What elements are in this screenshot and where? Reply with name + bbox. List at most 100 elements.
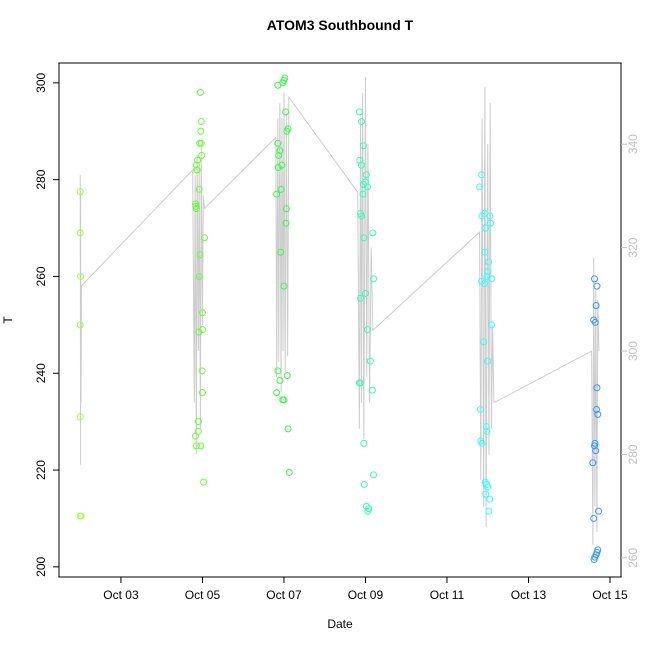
point bbox=[484, 357, 492, 365]
point bbox=[274, 81, 282, 89]
point bbox=[357, 294, 365, 302]
point bbox=[196, 251, 204, 259]
point bbox=[360, 234, 368, 242]
point bbox=[76, 413, 84, 421]
point bbox=[478, 212, 486, 220]
y-tick-label: 280 bbox=[34, 169, 48, 189]
point bbox=[200, 234, 208, 242]
point bbox=[284, 425, 292, 433]
point bbox=[282, 205, 290, 213]
x-tick-label: Oct 15 bbox=[592, 588, 628, 602]
point bbox=[362, 502, 370, 510]
point bbox=[591, 275, 599, 283]
point bbox=[282, 108, 290, 116]
point bbox=[356, 156, 364, 164]
point bbox=[485, 258, 493, 266]
point bbox=[359, 142, 367, 150]
point bbox=[362, 171, 370, 179]
point bbox=[76, 188, 84, 196]
point bbox=[370, 471, 378, 479]
point bbox=[487, 219, 495, 227]
point bbox=[486, 495, 494, 503]
point bbox=[484, 483, 492, 491]
point bbox=[478, 439, 486, 447]
y-axis-label: T bbox=[1, 316, 15, 324]
y2-tick-label: 320 bbox=[626, 237, 640, 257]
point bbox=[487, 321, 495, 329]
plot-frame bbox=[58, 62, 622, 578]
point bbox=[590, 514, 598, 522]
point bbox=[481, 248, 489, 256]
point bbox=[200, 478, 208, 486]
point bbox=[592, 301, 600, 309]
point bbox=[360, 439, 368, 447]
point bbox=[197, 118, 205, 126]
point bbox=[593, 406, 601, 414]
y2-tick-label: 300 bbox=[626, 341, 640, 361]
y-tick-label: 260 bbox=[34, 266, 48, 286]
point bbox=[198, 326, 206, 334]
point bbox=[590, 556, 598, 564]
point bbox=[369, 229, 377, 237]
point bbox=[485, 507, 493, 515]
point bbox=[192, 200, 200, 208]
point bbox=[76, 321, 84, 329]
point bbox=[592, 447, 600, 455]
point bbox=[198, 309, 206, 317]
point bbox=[366, 357, 374, 365]
point bbox=[283, 127, 291, 135]
x-tick-label: Oct 09 bbox=[348, 588, 384, 602]
point bbox=[193, 166, 201, 174]
point bbox=[76, 229, 84, 237]
point bbox=[355, 108, 363, 116]
y-tick-label: 240 bbox=[34, 363, 48, 383]
point bbox=[194, 156, 202, 164]
point bbox=[589, 459, 597, 467]
point bbox=[357, 161, 365, 169]
point bbox=[591, 442, 599, 450]
point bbox=[591, 318, 599, 326]
point bbox=[274, 139, 282, 147]
point bbox=[595, 507, 603, 515]
point bbox=[273, 389, 281, 397]
y-tick-label: 220 bbox=[34, 460, 48, 480]
point bbox=[476, 406, 484, 414]
y2-tick-label: 280 bbox=[626, 444, 640, 464]
point bbox=[282, 219, 290, 227]
point bbox=[359, 190, 367, 198]
point bbox=[198, 151, 206, 159]
point bbox=[276, 376, 284, 384]
point bbox=[364, 326, 372, 334]
point bbox=[277, 185, 285, 193]
point bbox=[195, 272, 203, 280]
point bbox=[364, 183, 372, 191]
y2-tick-label: 340 bbox=[626, 134, 640, 154]
point bbox=[197, 139, 205, 147]
point bbox=[195, 328, 203, 336]
point bbox=[278, 161, 286, 169]
point bbox=[274, 367, 282, 375]
point bbox=[198, 389, 206, 397]
point bbox=[482, 224, 490, 232]
y-tick-label: 200 bbox=[34, 557, 48, 577]
point bbox=[478, 171, 486, 179]
point bbox=[273, 190, 281, 198]
point bbox=[361, 289, 369, 297]
point bbox=[196, 89, 204, 97]
x-tick-label: Oct 03 bbox=[103, 588, 139, 602]
point bbox=[198, 367, 206, 375]
point bbox=[594, 410, 602, 418]
point bbox=[195, 185, 203, 193]
point bbox=[192, 202, 200, 210]
point bbox=[480, 280, 488, 288]
point bbox=[483, 422, 491, 430]
point bbox=[357, 379, 365, 387]
point bbox=[488, 275, 496, 283]
point bbox=[192, 442, 200, 450]
point bbox=[197, 127, 205, 135]
point bbox=[368, 386, 376, 394]
point bbox=[274, 164, 282, 172]
point bbox=[275, 151, 283, 159]
point bbox=[482, 490, 490, 498]
point bbox=[283, 372, 291, 380]
